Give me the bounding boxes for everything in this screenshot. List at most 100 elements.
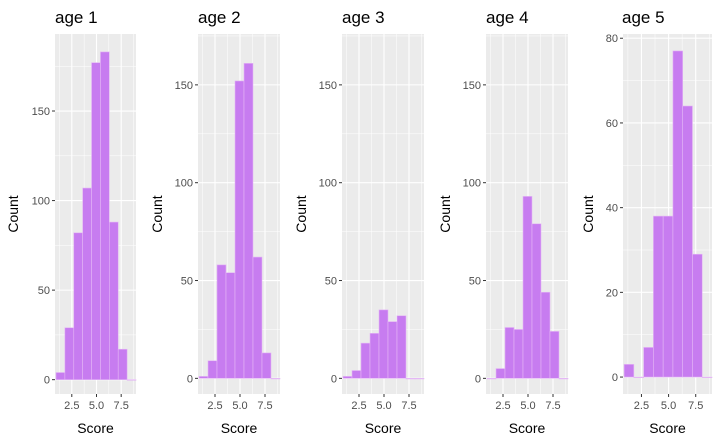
y-axis-title: Count bbox=[5, 195, 21, 232]
x-tick-label: 2.5 bbox=[351, 400, 366, 412]
y-tick-label: 20 bbox=[606, 287, 618, 299]
y-tick-label: 100 bbox=[319, 178, 337, 190]
histogram-bar bbox=[64, 327, 75, 380]
x-tick-label: 2.5 bbox=[495, 400, 510, 412]
histogram-bar bbox=[623, 364, 635, 378]
y-tick-label: 50 bbox=[469, 276, 481, 288]
x-tick-label: 7.5 bbox=[257, 400, 272, 412]
histogram-bar bbox=[216, 264, 227, 379]
y-axis-title: Count bbox=[580, 195, 596, 232]
y-tick-label: 0 bbox=[44, 375, 50, 387]
x-axis-title: Score bbox=[509, 420, 546, 436]
panel-age-4: 2.5 5.0 7.5 0 50 100 150 age 4 Score Count bbox=[437, 8, 569, 436]
panel-title: age 5 bbox=[622, 8, 665, 27]
histogram-bar bbox=[405, 378, 416, 380]
x-axis-title: Score bbox=[221, 420, 258, 436]
histogram-bar bbox=[207, 360, 218, 379]
histogram-bar bbox=[495, 368, 506, 379]
histogram-bar bbox=[414, 378, 425, 380]
y-tick-label: 50 bbox=[181, 276, 193, 288]
histogram-bar bbox=[91, 62, 101, 380]
histogram-bar bbox=[342, 376, 353, 379]
panel-age-5: 2.5 5.0 7.5 0 20 40 60 80 age 5 Score Count bbox=[580, 8, 713, 436]
y-tick-label: 80 bbox=[606, 33, 618, 45]
x-axis-title: Score bbox=[649, 420, 686, 436]
x-tick-label: 2.5 bbox=[64, 400, 79, 412]
histogram-bar bbox=[643, 347, 654, 378]
y-tick-label: 150 bbox=[32, 106, 50, 118]
histogram-bar bbox=[504, 327, 515, 379]
histogram-bar bbox=[198, 376, 209, 379]
panel-age-3: 2.5 5.0 7.5 0 50 100 150 age 3 Score Count bbox=[293, 8, 425, 436]
x-tick-label: 2.5 bbox=[207, 400, 222, 412]
histogram-bar bbox=[55, 372, 66, 380]
y-tick-label: 0 bbox=[187, 373, 193, 385]
histogram-bar bbox=[387, 321, 398, 379]
x-tick-label: 7.5 bbox=[545, 400, 560, 412]
x-axis-title: Score bbox=[365, 420, 402, 436]
histogram-bar bbox=[672, 50, 683, 378]
y-tick-label: 150 bbox=[463, 80, 481, 92]
y-tick-label: 50 bbox=[38, 285, 50, 297]
histogram-bar bbox=[351, 370, 362, 379]
y-axis-title: Count bbox=[149, 195, 165, 232]
x-tick-label: 5.0 bbox=[376, 400, 391, 412]
histogram-bar bbox=[692, 253, 703, 378]
y-tick-label: 150 bbox=[175, 80, 193, 92]
x-tick-label: 5.0 bbox=[661, 400, 676, 412]
x-tick-label: 5.0 bbox=[89, 400, 104, 412]
y-axis-title: Count bbox=[293, 195, 309, 232]
y-tick-label: 150 bbox=[319, 80, 337, 92]
histogram-bar bbox=[234, 80, 245, 379]
histogram-bar bbox=[73, 232, 83, 380]
y-tick-label: 100 bbox=[32, 196, 50, 208]
histogram-bar bbox=[653, 215, 664, 378]
panel-title: age 2 bbox=[198, 8, 241, 27]
y-tick-label: 0 bbox=[612, 372, 618, 384]
histogram-bar bbox=[100, 51, 110, 380]
histogram-bar bbox=[369, 333, 380, 379]
histogram-bar bbox=[522, 196, 533, 379]
histogram-bar bbox=[633, 376, 644, 378]
histogram-bar bbox=[549, 331, 560, 379]
y-tick-label: 40 bbox=[606, 203, 618, 215]
histogram-bar bbox=[261, 352, 272, 379]
histogram-bar bbox=[396, 315, 407, 379]
histogram-bar bbox=[378, 309, 389, 379]
y-tick-label: 100 bbox=[175, 178, 193, 190]
histogram-bar bbox=[662, 215, 674, 378]
histogram-bar bbox=[682, 105, 693, 378]
x-tick-label: 5.0 bbox=[232, 400, 247, 412]
y-tick-label: 100 bbox=[463, 178, 481, 190]
panel-title: age 1 bbox=[55, 8, 98, 27]
histogram-bar bbox=[126, 379, 137, 381]
histogram-bar bbox=[225, 272, 236, 379]
histogram-bar bbox=[513, 329, 524, 379]
panel-title: age 3 bbox=[342, 8, 385, 27]
x-tick-label: 7.5 bbox=[688, 400, 703, 412]
y-tick-label: 0 bbox=[331, 373, 337, 385]
y-tick-label: 0 bbox=[475, 373, 481, 385]
y-tick-label: 50 bbox=[325, 276, 337, 288]
histogram-bar bbox=[270, 378, 281, 380]
x-axis-title: Score bbox=[77, 420, 114, 436]
y-axis-title: Count bbox=[437, 195, 453, 232]
histogram-bar bbox=[252, 256, 263, 379]
panel-title: age 4 bbox=[486, 8, 529, 27]
y-tick-label: 60 bbox=[606, 118, 618, 130]
panel-age-1: 2.5 5.0 7.5 0 50 100 150 age 1 Score Count bbox=[5, 8, 137, 436]
histogram-bar bbox=[82, 187, 92, 380]
histogram-bar bbox=[109, 221, 119, 380]
histogram-bar bbox=[360, 342, 371, 379]
x-tick-label: 5.0 bbox=[520, 400, 535, 412]
panel-age-2: 2.5 5.0 7.5 0 50 100 150 age 2 Score Count bbox=[149, 8, 281, 436]
x-tick-label: 7.5 bbox=[114, 400, 129, 412]
x-tick-label: 7.5 bbox=[401, 400, 416, 412]
histogram-bar bbox=[540, 291, 551, 379]
histogram-bar bbox=[558, 378, 569, 380]
histogram-bar bbox=[243, 63, 254, 379]
histogram-bar bbox=[117, 348, 128, 380]
x-tick-label: 2.5 bbox=[634, 400, 649, 412]
histogram-bar bbox=[701, 376, 713, 378]
